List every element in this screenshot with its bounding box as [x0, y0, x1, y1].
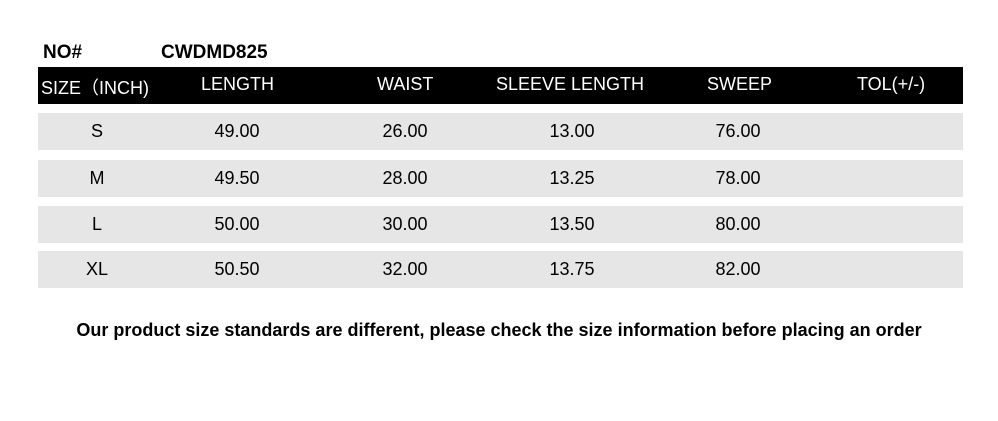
table-row: L 50.00 30.00 13.50 80.00 [38, 206, 963, 243]
table-cell: L [91, 214, 103, 234]
no-label: NO# [43, 42, 83, 63]
table-cell: 13.50 [549, 214, 595, 234]
table-cell: S [90, 121, 104, 141]
table-cell: 76.00 [715, 121, 761, 141]
table-cell: 49.00 [214, 121, 260, 141]
header-length: LENGTH [201, 74, 275, 94]
header-sleeve-length: SLEEVE LENGTH [496, 74, 645, 94]
header-sweep: SWEEP [707, 74, 773, 94]
table-cell: 32.00 [382, 259, 428, 279]
table-row: S 49.00 26.00 13.00 76.00 [38, 113, 963, 150]
header-waist: WAIST [377, 74, 434, 94]
table-cell: 82.00 [715, 259, 761, 279]
table-cell: 49.50 [214, 168, 260, 188]
style-number: CWDMD825 [161, 42, 268, 63]
table-cell: XL [85, 259, 109, 279]
header-tol: TOL(+/-) [857, 74, 926, 94]
table-cell: 13.75 [549, 259, 595, 279]
table-cell: 50.00 [214, 214, 260, 234]
table-cell: 30.00 [382, 214, 428, 234]
table-cell: 50.50 [214, 259, 260, 279]
table-cell: 80.00 [715, 214, 761, 234]
table-row: XL 50.50 32.00 13.75 82.00 [38, 251, 963, 288]
header-size: SIZE（INCH) [41, 78, 149, 98]
table-header: SIZE（INCH) LENGTH WAIST SLEEVE LENGTH SW… [38, 67, 963, 104]
table-cell: 28.00 [382, 168, 428, 188]
table-cell: 78.00 [715, 168, 761, 188]
table-cell: M [89, 168, 105, 188]
table-row: M 49.50 28.00 13.25 78.00 [38, 160, 963, 197]
table-cell: 13.25 [549, 168, 595, 188]
size-note: Our product size standards are different… [76, 320, 922, 340]
table-cell: 26.00 [382, 121, 428, 141]
table-cell: 13.00 [549, 121, 595, 141]
